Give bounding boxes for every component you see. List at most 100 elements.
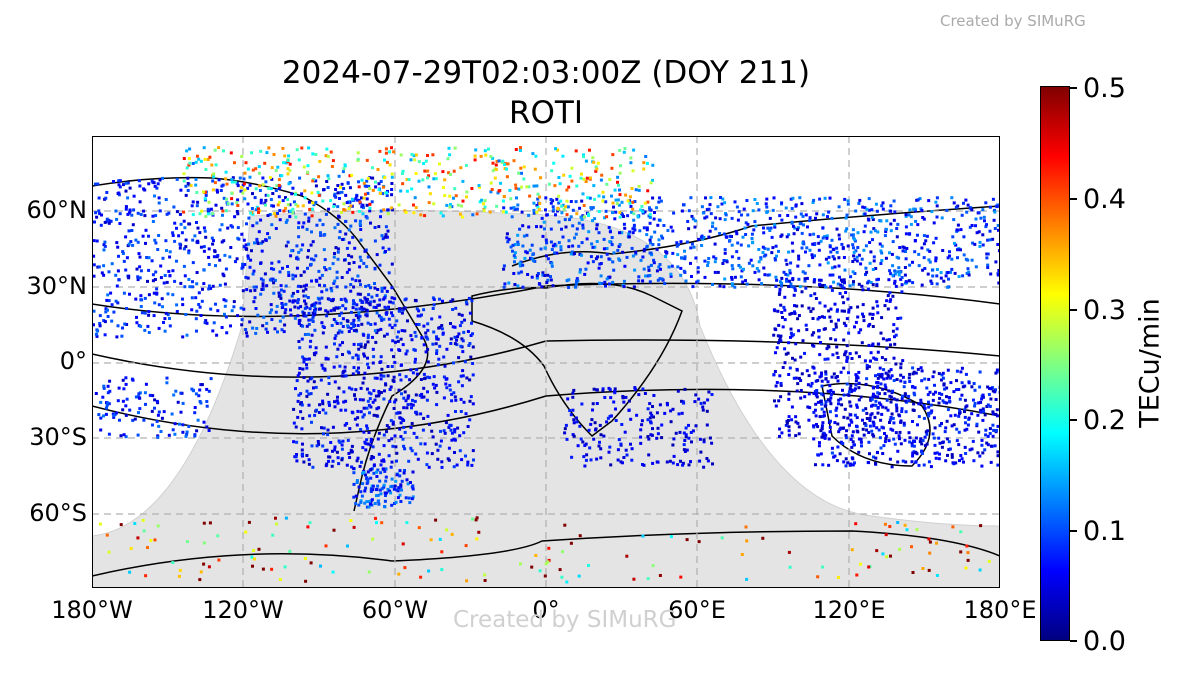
roti-point <box>590 418 594 422</box>
roti-point <box>904 280 908 284</box>
roti-point <box>114 209 118 213</box>
roti-point <box>191 238 195 242</box>
roti-point <box>124 382 128 386</box>
roti-point <box>901 245 905 249</box>
roti-point <box>116 245 120 249</box>
roti-point <box>530 243 534 247</box>
roti-point <box>357 371 361 375</box>
roti-point <box>168 255 172 259</box>
roti-point <box>379 209 383 213</box>
roti-point <box>836 422 840 426</box>
roti-point <box>384 147 388 151</box>
roti-point <box>140 311 144 315</box>
roti-point <box>646 407 650 411</box>
roti-point <box>696 270 700 274</box>
roti-point <box>693 219 697 223</box>
roti-point <box>375 376 379 380</box>
roti-point <box>453 430 457 434</box>
roti-point <box>788 312 792 316</box>
roti-point <box>199 245 203 249</box>
roti-point <box>437 357 441 361</box>
roti-point <box>385 235 389 239</box>
roti-point <box>662 224 666 227</box>
roti-point <box>362 471 366 474</box>
roti-point <box>855 255 859 259</box>
roti-point <box>563 427 567 431</box>
roti-point <box>128 408 132 412</box>
roti-point <box>592 160 596 164</box>
roti-point <box>413 330 417 334</box>
roti-point <box>559 245 563 249</box>
roti-point <box>648 212 652 216</box>
roti-point <box>816 400 820 404</box>
roti-point <box>660 277 664 281</box>
roti-point <box>381 192 385 196</box>
roti-point <box>578 424 582 428</box>
roti-point <box>698 437 702 441</box>
roti-point <box>850 548 854 552</box>
roti-point <box>807 264 811 268</box>
roti-point <box>777 292 781 296</box>
roti-point <box>988 427 992 431</box>
roti-point <box>274 310 278 314</box>
roti-point <box>821 284 824 287</box>
roti-point <box>551 244 555 248</box>
roti-point <box>872 356 876 360</box>
roti-point <box>820 407 824 411</box>
roti-point <box>232 305 236 309</box>
roti-point <box>781 316 784 319</box>
roti-point <box>634 252 638 256</box>
roti-point <box>857 437 861 441</box>
roti-point <box>657 265 661 269</box>
roti-point <box>358 200 362 204</box>
roti-point <box>315 223 319 227</box>
roti-point <box>565 213 569 217</box>
roti-point <box>798 285 802 289</box>
roti-point <box>356 151 360 155</box>
roti-point <box>959 550 963 554</box>
roti-point <box>244 530 248 534</box>
roti-point <box>246 254 250 258</box>
roti-point <box>829 285 833 289</box>
roti-point <box>278 319 282 323</box>
roti-point <box>981 395 985 399</box>
roti-point <box>308 207 312 211</box>
roti-point <box>359 283 362 287</box>
roti-point <box>388 388 392 391</box>
roti-point <box>921 439 925 442</box>
roti-point <box>399 435 403 439</box>
roti-point <box>800 372 804 376</box>
roti-point <box>184 434 188 438</box>
roti-point <box>877 342 881 346</box>
roti-point <box>354 328 358 332</box>
roti-point <box>843 309 846 313</box>
roti-point <box>385 491 388 495</box>
colorbar-tick <box>1070 640 1077 642</box>
roti-point <box>162 281 166 285</box>
roti-point <box>236 204 240 207</box>
roti-point <box>778 214 782 218</box>
roti-point <box>157 303 161 307</box>
roti-point <box>392 407 396 410</box>
roti-point <box>212 175 216 179</box>
roti-point <box>550 248 554 251</box>
roti-point <box>333 380 337 384</box>
roti-point <box>460 320 464 324</box>
roti-point <box>175 226 178 230</box>
roti-point <box>871 218 875 221</box>
roti-point <box>973 388 977 392</box>
roti-point <box>483 199 487 203</box>
roti-point <box>910 460 914 464</box>
roti-point <box>266 232 270 236</box>
roti-point <box>702 440 706 444</box>
roti-point <box>774 384 778 388</box>
roti-point <box>824 285 828 289</box>
roti-point <box>908 263 912 267</box>
roti-point <box>649 433 653 437</box>
roti-point <box>340 443 344 447</box>
roti-point <box>118 418 121 422</box>
roti-point <box>178 568 182 572</box>
roti-point <box>896 317 900 320</box>
roti-point <box>619 460 623 464</box>
roti-point <box>198 231 202 235</box>
